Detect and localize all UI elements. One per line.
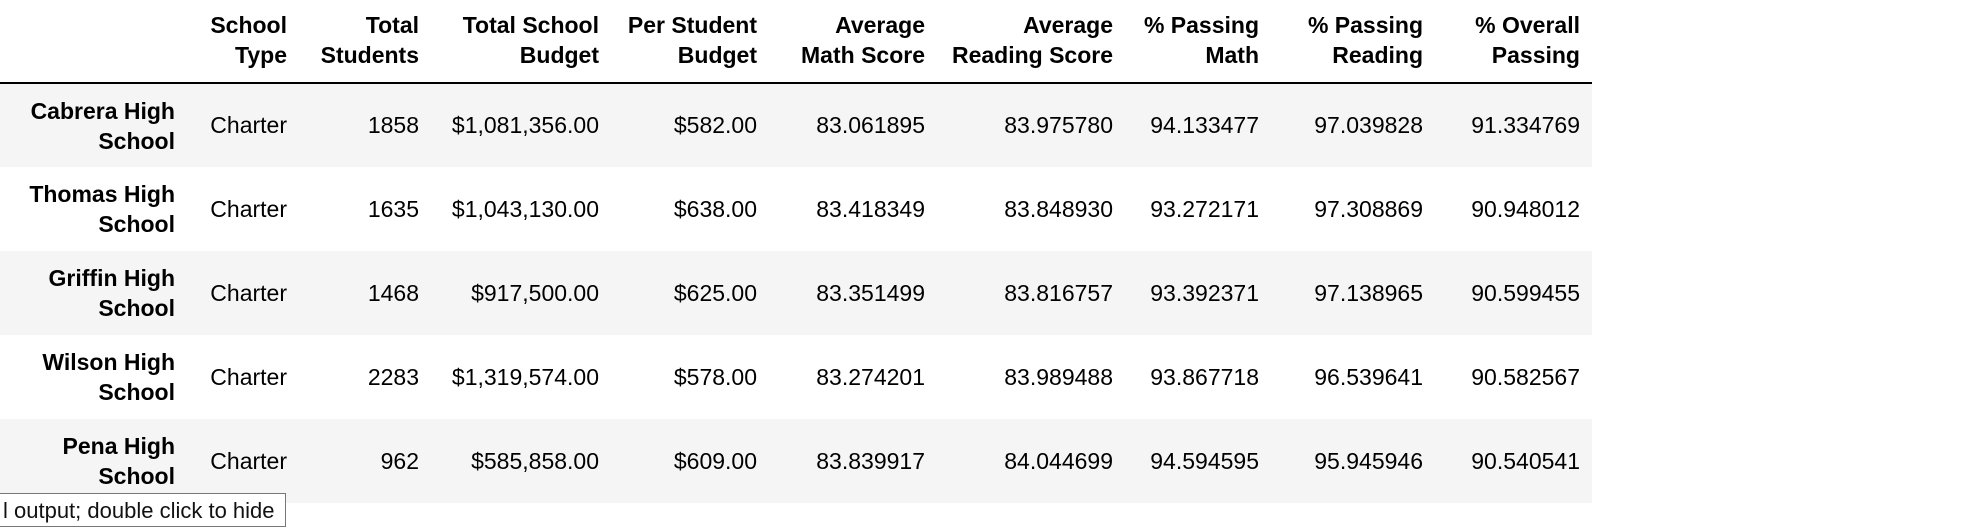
table-row: Thomas High School Charter 1635 $1,043,130.… bbox=[0, 167, 1592, 251]
column-header: Per Student Budget bbox=[611, 0, 769, 84]
table-cell: 2283 bbox=[367, 363, 419, 390]
table-cell: 83.351499 bbox=[816, 279, 925, 306]
row-index-label: Thomas High School bbox=[29, 181, 175, 237]
table-cell: 90.948012 bbox=[1471, 195, 1580, 222]
row-index-label: Wilson High School bbox=[42, 349, 175, 405]
table-cell: 90.599455 bbox=[1471, 279, 1580, 306]
table-cell: $638.00 bbox=[673, 195, 757, 222]
table-cell: Charter bbox=[210, 195, 287, 222]
table-cell: Charter bbox=[210, 279, 287, 306]
table-row: Griffin High School Charter 1468 $917,500.0… bbox=[0, 251, 1592, 335]
table-cell: Charter bbox=[210, 363, 287, 390]
table-cell: $1,043,130.00 bbox=[451, 195, 599, 222]
table-cell: 83.975780 bbox=[1004, 112, 1113, 138]
table-cell: 1858 bbox=[367, 112, 419, 138]
header-row: School Type Total Students Total School Bu… bbox=[0, 0, 1592, 84]
table-cell: 962 bbox=[380, 447, 419, 474]
index-header bbox=[0, 0, 187, 84]
table-cell: 84.044699 bbox=[1004, 447, 1113, 474]
table-cell: 93.867718 bbox=[1150, 363, 1259, 390]
table-cell: Charter bbox=[210, 447, 287, 474]
table-cell: 1468 bbox=[367, 279, 419, 306]
table-cell: 94.594595 bbox=[1150, 447, 1259, 474]
table-row: Cabrera High School Charter 1858 $1,081,356… bbox=[0, 83, 1592, 167]
table-cell: $578.00 bbox=[673, 363, 757, 390]
table-row: Pena High School Charter 962 $585,858.00 $60… bbox=[0, 419, 1592, 503]
table-cell: 90.540541 bbox=[1471, 447, 1580, 474]
table-cell: 83.418349 bbox=[816, 195, 925, 222]
school-summary-table: School Type Total Students Total School Bu… bbox=[0, 0, 1592, 503]
table-cell: 83.274201 bbox=[816, 363, 925, 390]
column-header: Average Math Score bbox=[769, 0, 937, 84]
table-cell: 1635 bbox=[367, 195, 419, 222]
table-cell: $625.00 bbox=[673, 279, 757, 306]
table-cell: 83.816757 bbox=[1004, 279, 1113, 306]
table-cell: 97.308869 bbox=[1314, 195, 1423, 222]
table-cell: 94.133477 bbox=[1150, 112, 1259, 138]
table-header: School Type Total Students Total School Bu… bbox=[0, 0, 1592, 84]
column-header: % Overall Passing bbox=[1435, 0, 1592, 84]
column-header: Average Reading Score bbox=[937, 0, 1125, 84]
table-cell: 97.138965 bbox=[1314, 279, 1423, 306]
table-row: Wilson High School Charter 2283 $1,319,574.… bbox=[0, 335, 1592, 419]
column-header: Total Students bbox=[299, 0, 431, 84]
table-body: Cabrera High School Charter 1858 $1,081,356… bbox=[0, 83, 1592, 503]
column-header: % Passing Math bbox=[1125, 0, 1271, 84]
row-index-label: Griffin High School bbox=[48, 265, 175, 321]
table-cell: $1,081,356.00 bbox=[451, 112, 599, 138]
table-cell: 93.272171 bbox=[1150, 195, 1259, 222]
table-cell: 93.392371 bbox=[1150, 279, 1259, 306]
table-cell: 91.334769 bbox=[1471, 112, 1580, 138]
table-cell: $917,500.00 bbox=[471, 279, 599, 306]
table-cell: $1,319,574.00 bbox=[451, 363, 599, 390]
table-cell: 83.848930 bbox=[1004, 195, 1113, 222]
column-header: Total School Budget bbox=[431, 0, 611, 84]
row-index-label: Pena High School bbox=[62, 433, 175, 489]
column-header: % Passing Reading bbox=[1271, 0, 1435, 84]
table-cell: $582.00 bbox=[673, 112, 757, 138]
table-cell: 83.989488 bbox=[1004, 363, 1113, 390]
table-cell: 90.582567 bbox=[1471, 363, 1580, 390]
table-cell: 83.061895 bbox=[816, 112, 925, 138]
table-cell: $585,858.00 bbox=[471, 447, 599, 474]
table-cell: Charter bbox=[210, 112, 287, 138]
table-cell: 95.945946 bbox=[1314, 447, 1423, 474]
output-toggle-tooltip: l output; double click to hide bbox=[0, 493, 286, 527]
table-cell: 96.539641 bbox=[1314, 363, 1423, 390]
column-header: School Type bbox=[187, 0, 299, 84]
table-cell: 83.839917 bbox=[816, 447, 925, 474]
table-cell: $609.00 bbox=[673, 447, 757, 474]
table-cell: 97.039828 bbox=[1314, 112, 1423, 138]
row-index-label: Cabrera High School bbox=[30, 97, 175, 154]
